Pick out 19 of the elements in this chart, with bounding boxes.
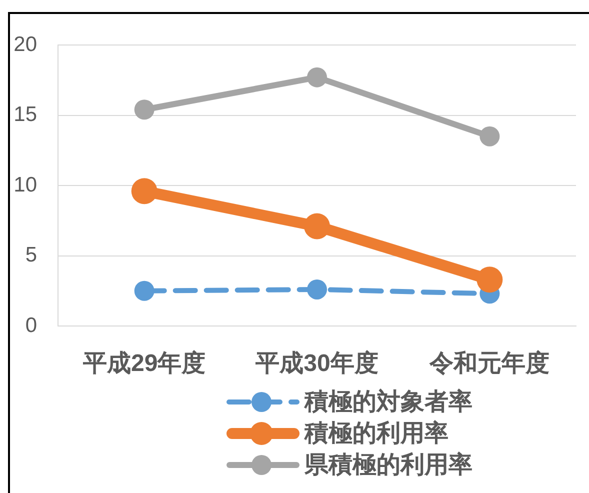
point xyxy=(307,67,327,88)
legend-label: 積極的対象者率 xyxy=(304,388,472,416)
point xyxy=(480,126,500,146)
point xyxy=(307,279,327,300)
legend-label: 県積極的利用率 xyxy=(304,452,472,479)
point xyxy=(131,178,158,204)
y-tick-label: 15 xyxy=(14,103,37,126)
y-tick-label: 0 xyxy=(25,314,37,337)
x-tick-label: 平成30年度 xyxy=(254,350,378,378)
y-tick-label: 5 xyxy=(25,244,37,267)
point xyxy=(304,213,330,240)
point xyxy=(134,100,154,120)
point xyxy=(134,280,154,301)
y-tick-label: 10 xyxy=(14,173,37,196)
y-tick-label: 20 xyxy=(14,32,37,56)
legend-label: 積極的利用率 xyxy=(304,420,448,448)
x-tick-label: 令和元年度 xyxy=(428,350,550,378)
x-tick-label: 平成29年度 xyxy=(82,350,206,378)
point xyxy=(476,266,503,293)
